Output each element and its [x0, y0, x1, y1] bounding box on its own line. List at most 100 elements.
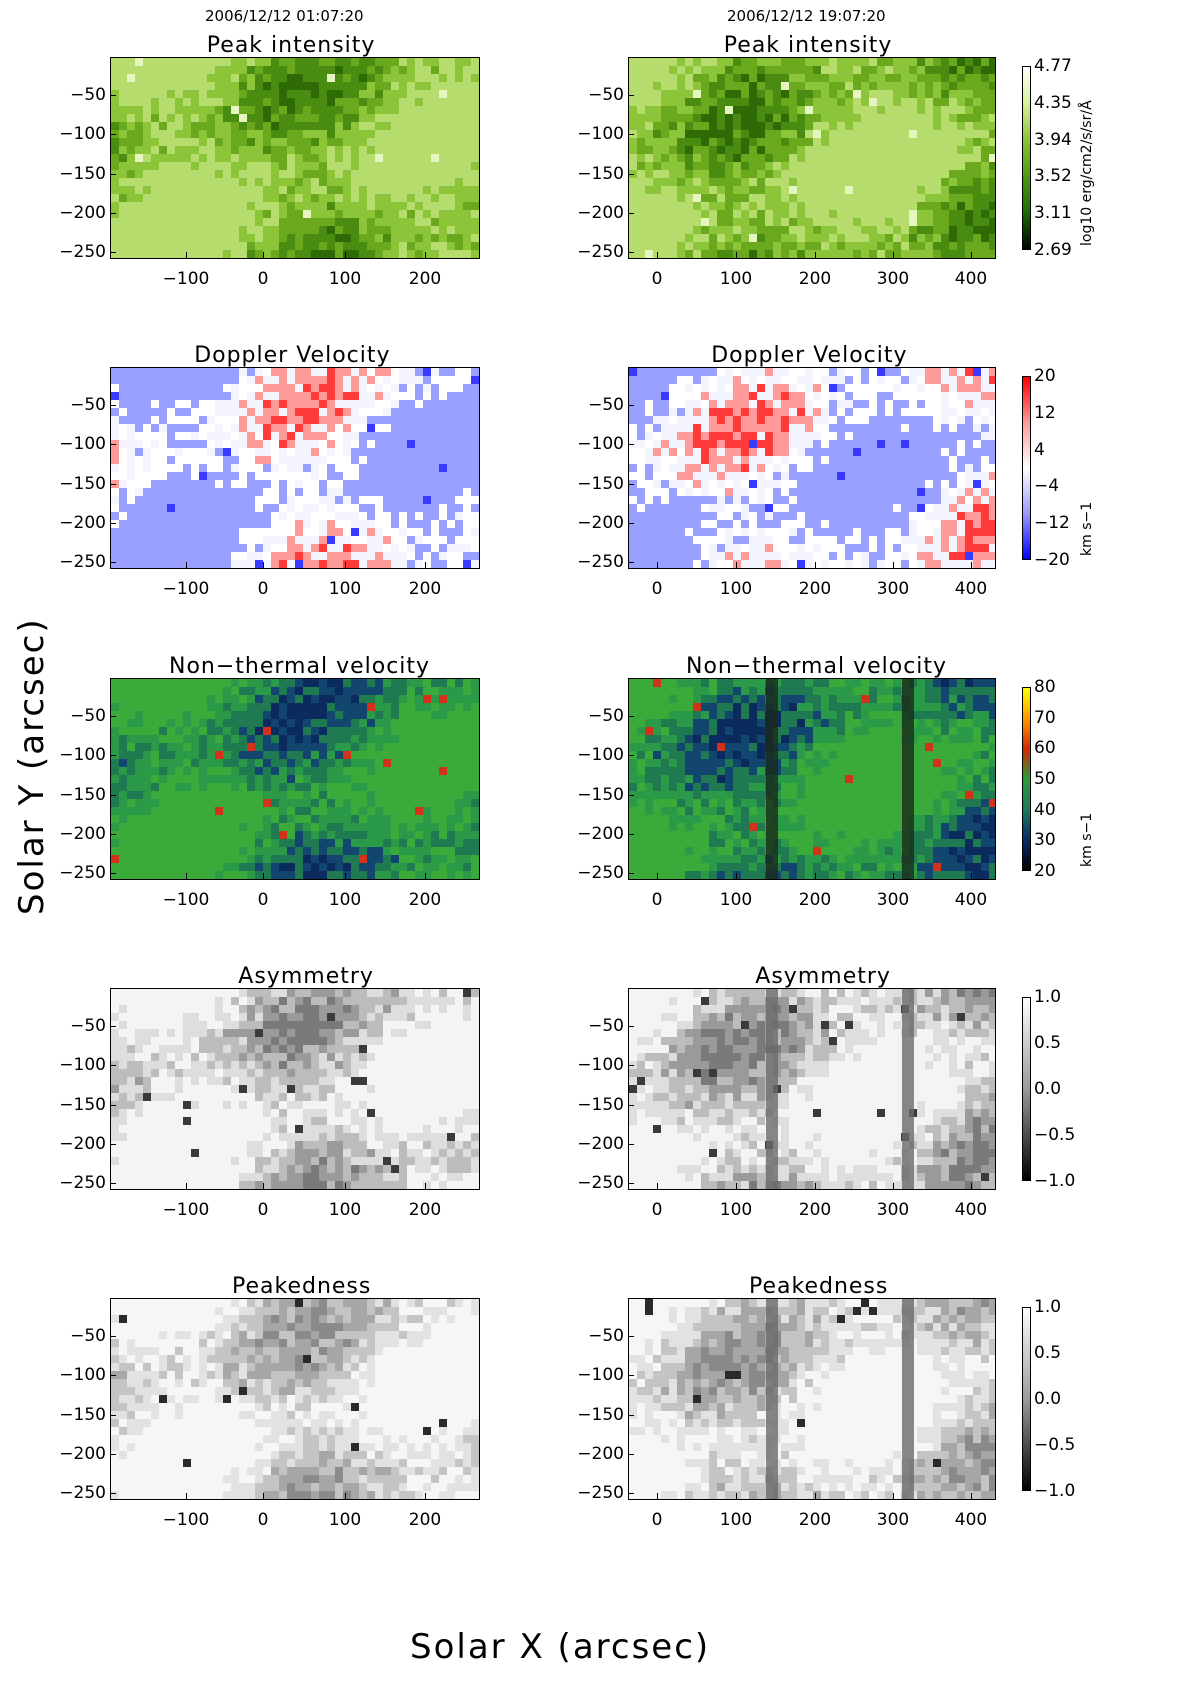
x-tick-label: 400	[954, 269, 988, 289]
colorbar-tick-label: 30	[1034, 830, 1056, 851]
x-tick-mark	[815, 1183, 816, 1190]
y-tick-mark	[628, 1415, 634, 1416]
colorbar-tick-label: 20	[1034, 861, 1056, 881]
y-tick-mark	[628, 405, 634, 406]
date-left: 2006/12/12 01:07:20	[205, 7, 364, 25]
non-thermal-velocity-panel-right	[628, 678, 996, 880]
x-tick-mark	[345, 1183, 346, 1190]
y-tick-label: −50	[588, 1326, 624, 1346]
y-tick-mark	[628, 1065, 634, 1066]
y-tick-mark	[110, 1375, 116, 1376]
y-tick-mark	[110, 1026, 116, 1027]
x-tick-label: 100	[719, 269, 753, 289]
x-tick-label: −100	[162, 269, 210, 289]
asymmetry-colorbar	[1022, 997, 1031, 1181]
non-thermal-velocity-title-left: Non−thermal velocity	[169, 654, 431, 679]
x-tick-mark	[736, 562, 737, 569]
non-thermal-velocity-image	[111, 679, 479, 879]
y-tick-label: −100	[59, 124, 106, 144]
y-tick-mark	[110, 1065, 116, 1066]
colorbar-tick-label: −1.0	[1034, 1171, 1076, 1191]
asymmetry-image	[629, 989, 995, 1189]
y-tick-label: −100	[59, 745, 106, 765]
colorbar-tick-label: 0.0	[1034, 1079, 1062, 1099]
y-tick-label: −50	[588, 395, 624, 415]
y-tick-mark	[628, 95, 634, 96]
x-tick-mark	[657, 252, 658, 259]
x-tick-mark	[263, 1183, 264, 1190]
y-tick-label: −150	[59, 1095, 106, 1115]
doppler-velocity-panel-left	[110, 367, 480, 569]
doppler-velocity-image	[629, 368, 995, 568]
colorbar-tick-label: 0.5	[1034, 1033, 1062, 1053]
y-tick-label: −250	[577, 552, 624, 572]
x-tick-label: 0	[257, 1200, 269, 1220]
x-tick-label: −100	[162, 890, 210, 910]
x-tick-label: 100	[719, 1510, 753, 1530]
x-tick-label: 0	[651, 890, 663, 910]
peak-intensity-title-right: Peak intensity	[723, 33, 893, 58]
x-tick-label: 0	[651, 269, 663, 289]
y-tick-label: −50	[588, 85, 624, 105]
x-tick-label: 400	[954, 1200, 988, 1220]
x-tick-label: 0	[651, 1510, 663, 1530]
x-tick-label: 400	[954, 890, 988, 910]
y-tick-mark	[110, 523, 116, 524]
y-tick-mark	[110, 252, 116, 253]
colorbar-tick-label: 3.11	[1034, 203, 1072, 224]
non-thermal-velocity-panel-left	[110, 678, 480, 880]
x-tick-mark	[893, 562, 894, 569]
x-tick-label: 300	[876, 1510, 910, 1530]
y-tick-label: −50	[70, 85, 106, 105]
y-tick-label: −100	[59, 1365, 106, 1385]
y-tick-label: −150	[577, 1405, 624, 1425]
peak-intensity-colorbar-unit: log10 erg/cm2/s/sr/Å	[1079, 100, 1095, 246]
y-tick-label: −50	[70, 1326, 106, 1346]
y-tick-label: −150	[59, 164, 106, 184]
colorbar-tick-label: −0.5	[1034, 1125, 1076, 1145]
x-tick-mark	[425, 1183, 426, 1190]
x-axis-label: Solar X (arcsec)	[410, 1627, 711, 1667]
x-tick-mark	[815, 252, 816, 259]
colorbar-tick-label: 4	[1034, 439, 1045, 460]
x-tick-label: 100	[328, 890, 362, 910]
peak-intensity-image	[629, 58, 995, 258]
y-tick-label: −100	[59, 1055, 106, 1075]
y-tick-mark	[628, 1183, 634, 1184]
y-tick-label: −200	[577, 824, 624, 844]
y-tick-label: −150	[577, 1095, 624, 1115]
y-axis-label: Solar Y (arcsec)	[12, 617, 52, 915]
y-tick-label: −250	[577, 242, 624, 262]
y-tick-mark	[628, 1454, 634, 1455]
x-tick-label: 200	[408, 579, 442, 599]
colorbar-tick-label: 3.94	[1034, 129, 1072, 150]
y-tick-mark	[628, 444, 634, 445]
colorbar-tick-label: 70	[1034, 707, 1056, 728]
x-tick-label: 200	[408, 1200, 442, 1220]
y-tick-mark	[110, 562, 116, 563]
x-tick-label: 300	[876, 1200, 910, 1220]
y-tick-mark	[628, 1493, 634, 1494]
doppler-velocity-image	[111, 368, 479, 568]
y-tick-mark	[110, 1144, 116, 1145]
y-tick-label: −50	[588, 1016, 624, 1036]
colorbar-tick-label: −12	[1034, 513, 1070, 534]
x-tick-label: −100	[162, 1510, 210, 1530]
y-tick-mark	[110, 405, 116, 406]
x-tick-label: −100	[162, 579, 210, 599]
x-tick-mark	[345, 1493, 346, 1500]
x-tick-label: 0	[257, 579, 269, 599]
non-thermal-velocity-colorbar-unit: km s−1	[1079, 812, 1095, 867]
y-tick-label: −150	[577, 164, 624, 184]
y-tick-label: −150	[59, 474, 106, 494]
y-tick-label: −250	[59, 242, 106, 262]
colorbar-tick-label: 12	[1034, 402, 1056, 423]
colorbar-tick-label: 1.0	[1034, 987, 1062, 1007]
peakedness-image	[629, 1299, 995, 1499]
x-tick-mark	[345, 252, 346, 259]
y-tick-mark	[628, 523, 634, 524]
x-tick-label: 0	[257, 890, 269, 910]
x-tick-label: 200	[798, 890, 832, 910]
x-tick-mark	[425, 873, 426, 880]
x-tick-label: 200	[798, 1510, 832, 1530]
